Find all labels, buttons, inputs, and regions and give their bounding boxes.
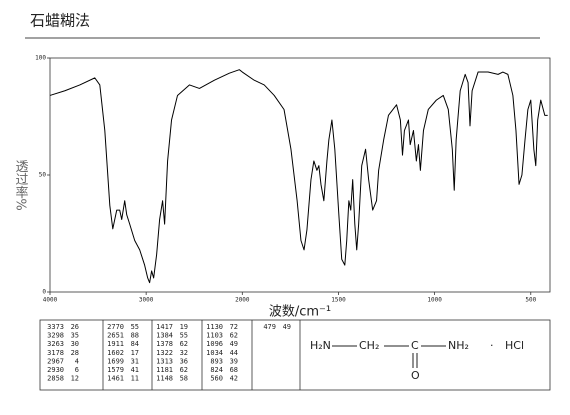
peak-transmittance: 39 (230, 357, 238, 365)
peak-transmittance: 41 (131, 366, 139, 374)
peak-transmittance: 12 (71, 375, 79, 383)
x-axis-label: 波数/cm⁻¹ (269, 305, 331, 320)
peak-wavenumber: 1181 (156, 366, 173, 374)
structure: H₂N CH₂ C NH₂ · HCl O (310, 339, 524, 382)
peak-transmittance: 36 (180, 357, 188, 365)
spectrum-line (49, 69, 548, 284)
y-tick-label: 0 (42, 289, 46, 296)
peak-transmittance: 30 (71, 340, 79, 348)
y-axis-label: 透过率% (13, 159, 29, 210)
formula-part: HCl (505, 339, 524, 352)
peak-wavenumber: 1602 (107, 349, 124, 357)
x-tick-label: 1000 (427, 297, 442, 304)
peak-wavenumber: 2967 (47, 357, 64, 365)
y-tick-label: 50 (39, 172, 47, 179)
peak-transmittance: 55 (131, 323, 139, 331)
page-title: 石蜡糊法 (30, 12, 90, 30)
peak-wavenumber: 2858 (47, 375, 64, 383)
x-tick-label: 4000 (43, 297, 58, 304)
formula-part: O (411, 369, 420, 382)
peak-transmittance: 31 (131, 357, 139, 365)
peak-wavenumber: 479 (263, 323, 276, 331)
peak-transmittance: 49 (283, 323, 291, 331)
x-tick-label: 500 (525, 297, 536, 304)
formula-part: NH₂ (448, 339, 469, 352)
peak-transmittance: 35 (71, 332, 79, 340)
peak-transmittance: 28 (71, 349, 79, 357)
peak-wavenumber: 1417 (156, 323, 173, 331)
formula-part: · (490, 339, 494, 352)
peak-wavenumber: 560 (210, 375, 223, 383)
peak-wavenumber: 1579 (107, 366, 124, 374)
peak-transmittance: 26 (71, 323, 79, 331)
peak-wavenumber: 1378 (156, 340, 173, 348)
peak-transmittance: 58 (180, 375, 188, 383)
peak-transmittance: 11 (131, 375, 139, 383)
plot-frame (49, 57, 551, 293)
peak-wavenumber: 1322 (156, 349, 173, 357)
peak-transmittance: 84 (131, 340, 139, 348)
peak-transmittance: 44 (230, 349, 238, 357)
x-tick-label: 2000 (235, 297, 250, 304)
peak-transmittance: 62 (180, 366, 188, 374)
peak-wavenumber: 1911 (107, 340, 124, 348)
peak-wavenumber: 2930 (47, 366, 64, 374)
table-frame (39, 319, 551, 391)
formula-part: C (411, 339, 419, 352)
peak-wavenumber: 3298 (47, 332, 64, 340)
peak-transmittance: 68 (230, 366, 238, 374)
peak-transmittance: 42 (230, 375, 238, 383)
peak-wavenumber: 1130 (206, 323, 223, 331)
table-dividers (102, 320, 301, 390)
peak-wavenumber: 1034 (206, 349, 223, 357)
peak-wavenumber: 1148 (156, 375, 173, 383)
peak-wavenumber: 3263 (47, 340, 64, 348)
peak-transmittance: 19 (180, 323, 188, 331)
peak-wavenumber: 3178 (47, 349, 64, 357)
formula-part: H₂N (310, 339, 331, 352)
peak-wavenumber: 3373 (47, 323, 64, 331)
peak-wavenumber: 2651 (107, 332, 124, 340)
peak-transmittance: 72 (230, 323, 238, 331)
x-tick-label: 1500 (331, 297, 346, 304)
peak-transmittance: 32 (180, 349, 188, 357)
peak-transmittance: 6 (75, 366, 79, 374)
peak-wavenumber: 1096 (206, 340, 223, 348)
peak-wavenumber: 1699 (107, 357, 124, 365)
peak-transmittance: 49 (230, 340, 238, 348)
x-tick-label: 3000 (139, 297, 154, 304)
peak-transmittance: 88 (131, 332, 139, 340)
peak-wavenumber: 824 (210, 366, 223, 374)
formula-part: CH₂ (359, 339, 379, 352)
peak-wavenumber: 1103 (206, 332, 223, 340)
peak-transmittance: 4 (75, 357, 79, 365)
peak-transmittance: 17 (131, 349, 139, 357)
peak-wavenumber: 893 (210, 357, 223, 365)
peak-wavenumber: 2770 (107, 323, 124, 331)
peak-wavenumber: 1461 (107, 375, 124, 383)
peak-transmittance: 62 (180, 340, 188, 348)
peak-wavenumber: 1313 (156, 357, 173, 365)
peak-transmittance: 62 (230, 332, 238, 340)
peak-wavenumber: 1384 (156, 332, 173, 340)
y-tick-label: 100 (35, 55, 46, 62)
peak-transmittance: 55 (180, 332, 188, 340)
